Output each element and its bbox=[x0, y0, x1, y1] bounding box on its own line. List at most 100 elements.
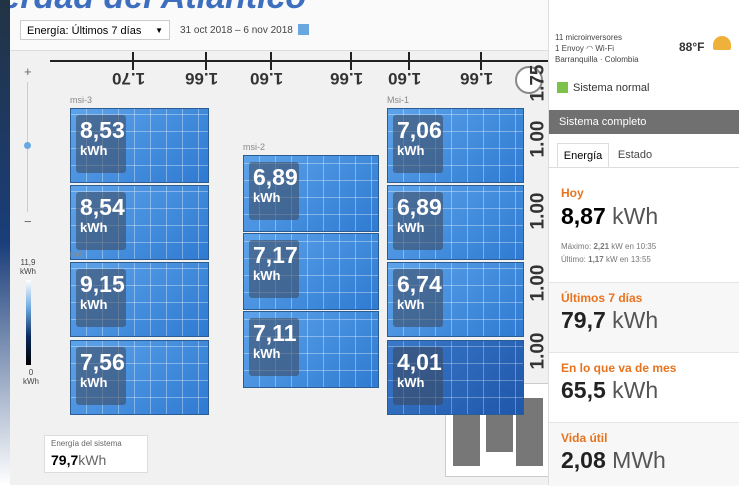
panel-unit: kWh bbox=[80, 297, 107, 312]
group-label: Msi-1 bbox=[387, 95, 409, 105]
panel-value: 7,17 bbox=[253, 242, 298, 269]
location: Barranquilla · Colombia bbox=[555, 54, 639, 65]
group-label: msi-3 bbox=[70, 95, 92, 105]
site-info: 11 microinversores 1 Envoy ◠ Wi-Fi Barra… bbox=[555, 32, 639, 65]
zoom-out[interactable]: − bbox=[24, 214, 32, 229]
stat-unit: MWh bbox=[612, 447, 666, 473]
scale-max-unit: kWh bbox=[20, 267, 36, 276]
panel-unit: kWh bbox=[253, 346, 280, 361]
period: Energía: Últimos 7 días bbox=[27, 25, 141, 37]
scale-max-value: 11,9 bbox=[20, 258, 36, 267]
max-value: 2,21 bbox=[593, 242, 609, 251]
panel-value: 8,54 bbox=[80, 194, 125, 221]
section-header: Sistema completo bbox=[549, 110, 739, 134]
stat-number: 65,5 bbox=[561, 377, 606, 403]
panel-value: 9,15 bbox=[80, 271, 125, 298]
stat-value: 2,08 MWh bbox=[561, 447, 666, 474]
today-unit: kWh bbox=[612, 203, 658, 229]
page: Verdad del Atlántico Energía: Últimos 7 … bbox=[0, 0, 739, 485]
scale-bar bbox=[26, 280, 31, 365]
sidebar: 11 microinversores 1 Envoy ◠ Wi-Fi Barra… bbox=[548, 0, 739, 485]
period-select[interactable]: Energía: Últimos 7 días▼ bbox=[20, 20, 170, 40]
weather-icon bbox=[713, 36, 731, 50]
panel-value: 7,56 bbox=[80, 349, 125, 376]
stat-value: 65,5 kWh bbox=[561, 377, 658, 404]
panel-unit: kWh bbox=[253, 268, 280, 283]
panel-value: 4,01 bbox=[397, 349, 442, 376]
ruler-line bbox=[50, 60, 548, 62]
panel-value: 8,53 bbox=[80, 117, 125, 144]
tab-border bbox=[549, 167, 739, 168]
today-last: Último: 1,17 kW en 13:55 bbox=[561, 255, 651, 264]
stat-label: Vida útil bbox=[561, 431, 607, 445]
system-energy-number: 79,7 bbox=[51, 452, 78, 468]
panel-unit: kWh bbox=[397, 375, 424, 390]
last-suffix: kW en 13:55 bbox=[606, 255, 651, 264]
today-max: Máximo: 2,21 kW en 10:35 bbox=[561, 242, 656, 251]
panel-unit: kWh bbox=[397, 143, 424, 158]
stat-number: 2,08 bbox=[561, 447, 606, 473]
panel-value: 7,11 bbox=[253, 320, 297, 347]
ruler-label: 1.66 bbox=[330, 68, 363, 88]
tab-energy[interactable]: Energía bbox=[557, 143, 609, 168]
stat-block: Vida útil 2,08 MWh bbox=[549, 422, 739, 486]
panel-unit: kWh bbox=[397, 297, 424, 312]
panel-unit: kWh bbox=[397, 220, 424, 235]
system-energy-unit: kWh bbox=[78, 452, 106, 468]
system-energy-value: 79,7kWh bbox=[51, 452, 106, 468]
calendar-button[interactable] bbox=[298, 24, 309, 35]
stat-value: 79,7 kWh bbox=[561, 307, 658, 334]
zoom-in[interactable]: + bbox=[24, 64, 32, 79]
today-number: 8,87 bbox=[561, 203, 606, 229]
panel-label: 7,17kWh bbox=[249, 240, 299, 298]
status-icon bbox=[557, 82, 568, 93]
panel-unit: kWh bbox=[253, 190, 280, 205]
max-label: Máximo: bbox=[561, 242, 591, 251]
ruler-label: 1.00 bbox=[527, 333, 548, 370]
zoom-handle[interactable] bbox=[24, 142, 31, 149]
ruler-label: 1.00 bbox=[527, 121, 548, 158]
temperature: 88°F bbox=[679, 40, 704, 54]
stat-label: Últimos 7 días bbox=[561, 291, 642, 305]
ruler-label: 1.75 bbox=[527, 65, 548, 102]
stat-number: 79,7 bbox=[561, 307, 606, 333]
panel-value: 6,89 bbox=[397, 194, 442, 221]
tab-status[interactable]: Estado bbox=[609, 143, 661, 167]
today-value: 8,87 kWh bbox=[561, 203, 658, 230]
stat-block: Últimos 7 días 79,7 kWh bbox=[549, 282, 739, 353]
envoy-info: 1 Envoy ◠ Wi-Fi bbox=[555, 43, 639, 54]
ruler-label: 1.00 bbox=[527, 265, 548, 302]
wifi: Wi-Fi bbox=[595, 44, 614, 53]
last-value: 1,17 bbox=[588, 255, 604, 264]
ruler-label: 1.70 bbox=[112, 68, 145, 88]
scale-min-value: 0 bbox=[23, 368, 39, 377]
group-label: msi-2 bbox=[243, 142, 265, 152]
ruler-label: 1.66 bbox=[185, 68, 218, 88]
scale-min-unit: kWh bbox=[23, 377, 39, 386]
map: Verdad del Atlántico Energía: Últimos 7 … bbox=[10, 0, 548, 485]
stat-unit: kWh bbox=[612, 377, 658, 403]
banner: Verdad del Atlántico bbox=[10, 0, 306, 17]
max-suffix: kW en 10:35 bbox=[611, 242, 656, 251]
